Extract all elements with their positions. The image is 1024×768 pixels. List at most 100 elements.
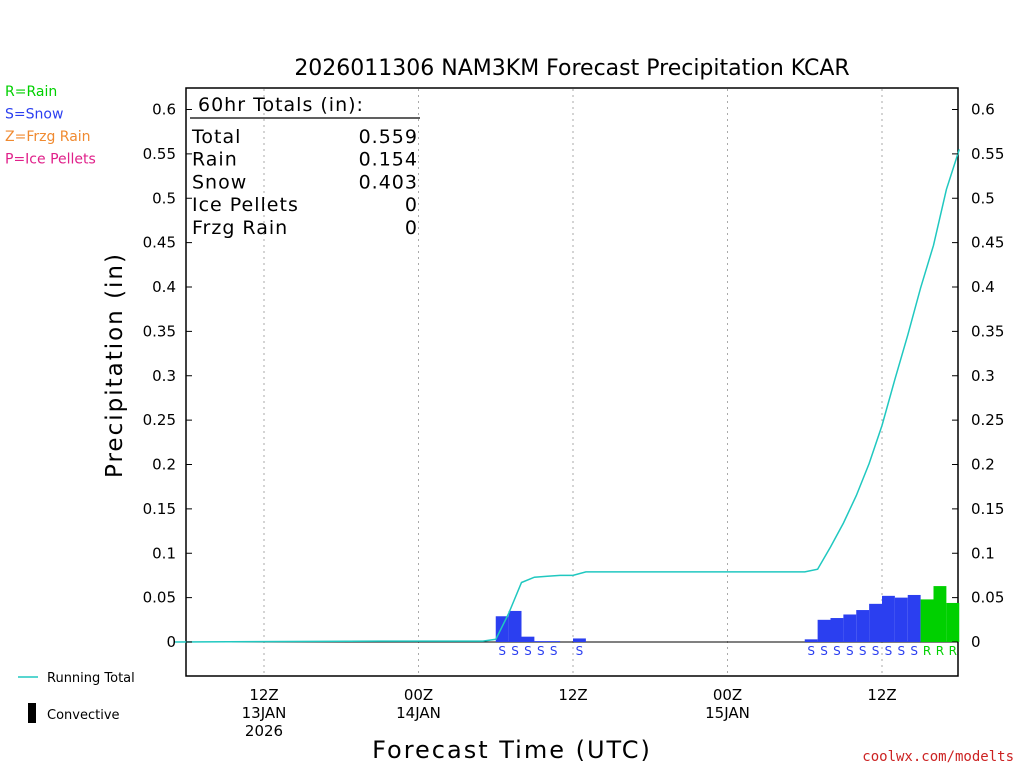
grid-lines [263,89,883,675]
y-tick-label-left: 0.6 [152,101,176,119]
precip-bar [882,595,895,642]
x-tick-label: 12Z [558,686,587,704]
ptype-letter: S [524,644,532,658]
precip-bar [856,610,870,642]
x-tick-label: 00Z [713,686,742,704]
x-tick-label: 15JAN [705,704,750,722]
y-tick-label-right: 0.1 [971,544,995,562]
y-tick-label-left: 0.05 [143,589,176,607]
x-tick-label: 12Z [249,686,278,704]
ptype-letter: S [872,644,880,658]
ptype-letter: S [885,644,893,658]
y-tick-label-left: 0.35 [143,322,176,340]
precip-bar [804,639,818,642]
ptype-letter: S [537,644,545,658]
totals-box: 60hr Totals (in): Total 0.559 Rain 0.154 Sno… [190,94,420,239]
precip-bar [933,586,947,642]
totals-row-label: Rain [192,149,238,171]
convective-legend: Convective [28,703,120,723]
totals-row-label: Total [191,126,241,148]
totals-row-label: Ice Pellets [192,194,299,216]
precip-bar [907,594,921,642]
y-tick-label-left: 0 [166,633,176,651]
running-total-legend: Running Total [18,671,135,686]
precip-bar [869,603,882,642]
precip-bar [508,610,522,642]
y-tick-label-left: 0.3 [152,367,176,385]
precip-bar [920,599,934,642]
y-tick-label-right: 0.55 [971,145,1004,163]
y-tick-label-right: 0.5 [971,189,995,207]
y-tick-label-right: 0.25 [971,411,1004,429]
x-tick-label: 12Z [867,686,896,704]
y-tick-label-right: 0.6 [971,101,995,119]
convective-legend-label: Convective [47,708,120,723]
ptype-legend-S: S=Snow [5,107,63,123]
totals-row-label: Frzg Rain [192,217,288,239]
x-tick-label: 00Z [404,686,433,704]
running-total-line [173,149,961,643]
y-tick-label-right: 0.4 [971,278,995,296]
ptype-letter: S [550,644,558,658]
y-tick-label-left: 0.4 [152,278,176,296]
ptype-letter: R [923,644,931,658]
ptype-letter: S [820,644,828,658]
ptype-legend-Z: Z=Frzg Rain [5,129,91,145]
y-tick-label-right: 0.2 [971,456,995,474]
y-tick-label-left: 0.2 [152,456,176,474]
precip-bar [534,641,548,642]
y-tick-label-right: 0.35 [971,322,1004,340]
totals-row-value: 0.559 [359,126,418,148]
credit-text: coolwx.com/modelts [862,749,1014,765]
y-axis-left: 0 0.05 0.1 0.15 0.2 0.25 0.3 0.35 0.4 0.45 0.5 0.55… [143,101,192,651]
y-tick-label-left: 0.1 [152,544,176,562]
ptype-letter: S [498,644,506,658]
x-tick-label: 2026 [245,722,283,740]
totals-row-value: 0.403 [359,171,418,193]
ptype-legend-R: R=Rain [5,84,57,100]
precip-bar [817,619,831,642]
y-tick-label-right: 0.3 [971,367,995,385]
y-tick-label-right: 0.45 [971,234,1004,252]
precip-bar [573,638,586,642]
ptype-letter: S [846,644,854,658]
x-tick-label: 13JAN [242,704,287,722]
totals-row-value: 0 [405,217,418,239]
y-axis-label: Precipitation (in) [102,252,128,478]
ptype-letter: S [859,644,867,658]
y-tick-label-left: 0.5 [152,189,176,207]
precip-bar [547,641,561,642]
y-tick-label-left: 0.45 [143,234,176,252]
y-tick-label-left: 0.15 [143,500,176,518]
ptype-letter: S [511,644,519,658]
precip-bar [843,614,857,642]
totals-header: 60hr Totals (in): [198,94,364,116]
precip-bar [521,636,535,642]
totals-row-value: 0 [405,194,418,216]
ptype-letter: R [936,644,944,658]
totals-row-value: 0.154 [359,149,418,171]
precip-bar [495,616,509,642]
totals-rows: Total 0.559 Rain 0.154 Snow 0.403 Ice Pellets 0… [191,126,418,239]
totals-row-label: Snow [192,171,247,193]
precip-bar [894,597,908,642]
x-tick-label: 14JAN [396,704,441,722]
ptype-letter: S [898,644,906,658]
y-tick-label-right: 0 [971,633,981,651]
ptype-letter: S [807,644,815,658]
plot-frame [185,87,959,677]
precip-bar [830,618,844,642]
ptype-letter: S [833,644,841,658]
chart-title: 2026011306 NAM3KM Forecast Precipitation… [294,56,849,81]
y-axis-right: 0 0.05 0.1 0.15 0.2 0.25 0.3 0.35 0.4 0.45 0.5 0.55… [952,101,1004,651]
precip-bars [495,586,960,642]
y-tick-label-right: 0.15 [971,500,1004,518]
convective-swatch [28,703,36,723]
precip-bar [946,602,960,642]
y-tick-label-left: 0.25 [143,411,176,429]
y-tick-label-right: 0.05 [971,589,1004,607]
ptype-legend: R=Rain S=Snow Z=Frzg Rain P=Ice Pellets [5,84,96,168]
